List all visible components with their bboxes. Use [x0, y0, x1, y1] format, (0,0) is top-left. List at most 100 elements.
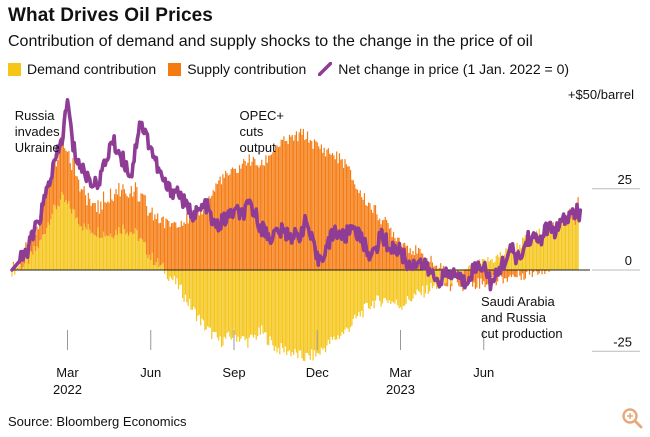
legend-label-demand: Demand contribution — [27, 61, 157, 77]
supply-bar — [16, 267, 19, 270]
demand-bar — [245, 270, 248, 339]
demand-bar — [159, 265, 162, 270]
supply-bar — [437, 268, 439, 270]
demand-bar — [180, 270, 182, 285]
demand-bar — [351, 270, 353, 326]
supply-bar — [136, 186, 138, 231]
supply-bar — [44, 198, 46, 235]
supply-bar — [191, 215, 193, 270]
demand-bar — [331, 270, 334, 340]
demand-bar — [438, 270, 440, 282]
demand-bar — [37, 248, 39, 270]
supply-bar — [373, 205, 375, 270]
supply-bar — [141, 193, 144, 240]
demand-bar — [548, 223, 550, 270]
supply-bar — [91, 203, 94, 233]
demand-bar — [280, 270, 282, 344]
demand-bar — [18, 267, 20, 270]
supply-bar — [168, 220, 170, 270]
supply-bar — [186, 213, 188, 270]
demand-bar — [216, 270, 218, 338]
supply-bar — [51, 166, 53, 214]
demand-bar — [96, 236, 98, 270]
demand-bar — [567, 217, 569, 270]
supply-bar — [370, 209, 372, 270]
demand-bar — [419, 270, 421, 293]
demand-bar — [540, 239, 542, 270]
demand-bar — [141, 239, 144, 270]
demand-bar — [26, 257, 28, 270]
supply-bar — [161, 217, 163, 265]
supply-bar — [517, 248, 520, 251]
demand-bar — [41, 234, 44, 270]
supply-bar — [372, 212, 374, 270]
supply-bar — [429, 262, 431, 270]
demand-bar — [102, 231, 105, 270]
demand-bar — [94, 235, 96, 270]
supply-bar — [176, 227, 178, 270]
supply-bar — [137, 201, 139, 242]
supply-bar — [469, 270, 471, 281]
supply-bar — [82, 189, 84, 231]
supply-bar — [47, 187, 49, 223]
demand-bar — [559, 228, 561, 270]
demand-bar — [349, 270, 352, 328]
supply-bar — [71, 170, 73, 214]
demand-bar — [152, 265, 155, 270]
supply-bar — [302, 128, 304, 270]
legend-swatch-supply — [168, 62, 182, 76]
demand-bar — [227, 270, 230, 332]
demand-bar — [509, 252, 511, 270]
demand-bar — [524, 235, 526, 270]
supply-bar — [533, 270, 535, 273]
legend-item-supply: Supply contribution — [168, 61, 306, 77]
demand-bar — [97, 227, 99, 270]
demand-bar — [354, 270, 356, 315]
supply-bar — [157, 213, 159, 259]
supply-bar — [148, 213, 150, 255]
demand-bar — [22, 267, 24, 270]
supply-bar — [333, 155, 335, 270]
demand-bar — [420, 270, 422, 296]
demand-bar — [35, 250, 37, 270]
supply-bar — [463, 270, 465, 276]
y-unit-label: +$50/barrel — [568, 87, 634, 102]
demand-bar — [391, 270, 393, 302]
demand-bar — [168, 270, 170, 281]
demand-bar — [549, 227, 551, 270]
demand-bar — [166, 270, 168, 280]
demand-bar — [560, 221, 563, 270]
y-tick-label: 25 — [618, 172, 632, 187]
demand-bar — [248, 270, 250, 338]
supply-bar — [276, 145, 278, 270]
supply-bar — [480, 270, 482, 279]
demand-bar — [66, 203, 69, 270]
demand-bar — [226, 270, 228, 334]
demand-bar — [308, 270, 310, 356]
demand-bar — [101, 238, 103, 270]
supply-bar — [348, 166, 350, 270]
demand-bar — [481, 259, 483, 270]
demand-bar — [162, 262, 164, 270]
supply-bar — [205, 207, 207, 270]
demand-bar — [577, 213, 579, 270]
demand-bar — [295, 270, 298, 353]
demand-bar — [383, 270, 385, 299]
supply-bar — [491, 270, 493, 278]
supply-bar — [21, 258, 23, 270]
supply-bar — [159, 222, 162, 266]
supply-bar — [96, 211, 98, 237]
demand-bar — [318, 270, 320, 354]
demand-bar — [183, 270, 185, 302]
supply-bar — [35, 234, 37, 251]
demand-bar — [150, 260, 152, 270]
demand-bar — [53, 204, 55, 270]
supply-bar — [519, 270, 521, 276]
demand-bar — [190, 270, 192, 310]
demand-bar — [155, 262, 157, 270]
demand-bar — [347, 270, 349, 329]
demand-bar — [373, 270, 375, 309]
supply-bar — [324, 156, 327, 270]
demand-bar — [316, 270, 318, 353]
demand-bar — [254, 270, 256, 335]
